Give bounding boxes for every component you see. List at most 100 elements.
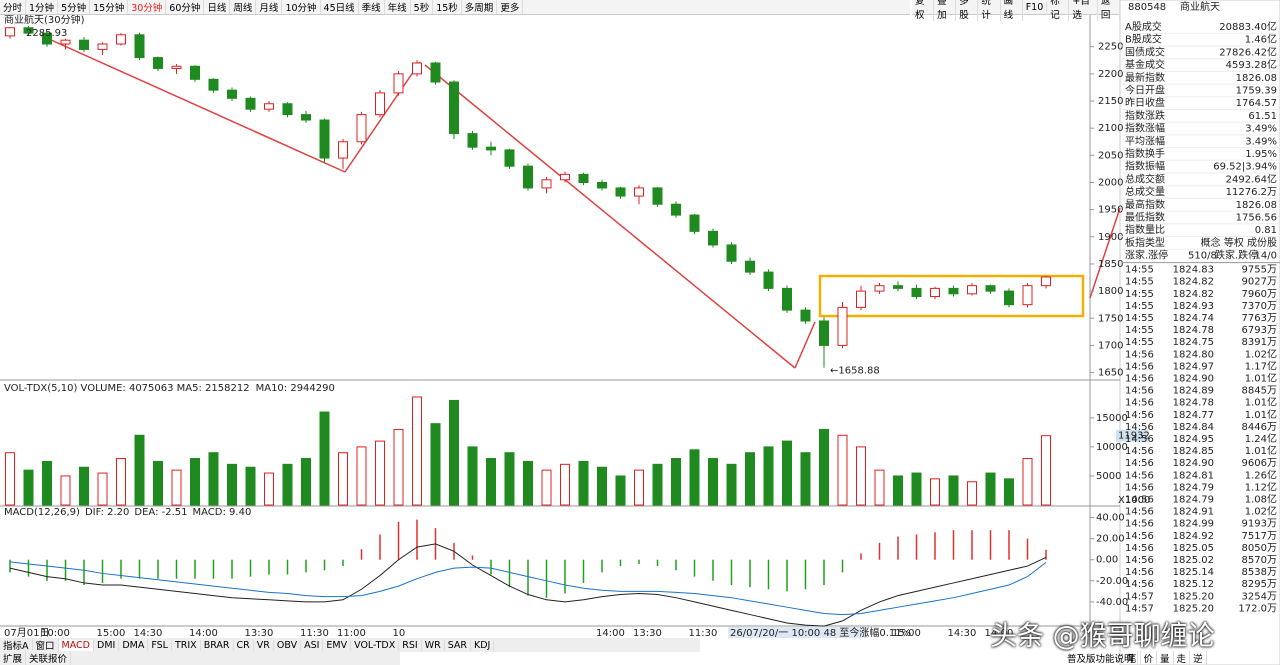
x-tick-label: 13:30: [245, 628, 274, 639]
indicator-tab[interactable]: MACD: [58, 639, 94, 651]
tool-button[interactable]: 叠加: [934, 0, 957, 21]
side-tab[interactable]: 走: [1174, 651, 1191, 665]
tick-price: 1825.20: [1173, 603, 1214, 614]
tool-button[interactable]: 返回: [1098, 0, 1121, 21]
tool-button[interactable]: 复权: [912, 0, 935, 21]
indicator-tab[interactable]: TRIX: [172, 639, 201, 651]
candle-body: [116, 34, 126, 45]
tool-button[interactable]: 标记: [1047, 0, 1070, 21]
period-tab[interactable]: 年线: [385, 0, 411, 14]
period-tab[interactable]: 15秒: [433, 0, 462, 14]
indicator-tab[interactable]: EMV: [323, 639, 352, 651]
period-tab[interactable]: 5分钟: [58, 0, 91, 14]
indicator-tab[interactable]: KDJ: [471, 639, 495, 651]
y-tick-label: 1700: [1098, 340, 1123, 351]
indicator-tab[interactable]: DMI: [94, 639, 120, 651]
tool-button[interactable]: 画线: [1001, 0, 1023, 21]
period-tab[interactable]: 10分钟: [282, 0, 321, 14]
candle-body: [837, 306, 848, 346]
side-tab[interactable]: 价: [1141, 651, 1158, 665]
period-tab[interactable]: 日线: [204, 0, 231, 14]
x-tick-label: 15:00: [97, 628, 126, 639]
stat-value: 20883.40亿: [1219, 20, 1277, 33]
period-tab[interactable]: 5秒: [411, 0, 434, 14]
indicator-tab[interactable]: WR: [422, 639, 445, 651]
unit-label: X1000: [1118, 495, 1150, 506]
indicator-tab[interactable]: RSI: [399, 639, 422, 651]
tick-price: 1825.12: [1173, 579, 1214, 590]
indicator-tab[interactable]: VR: [254, 639, 274, 651]
extra-tab[interactable]: 扩展: [0, 651, 27, 665]
tick-amount: 1.12亿: [1245, 480, 1277, 493]
tool-button[interactable]: 多股: [956, 0, 979, 21]
candle-body: [541, 179, 552, 189]
indicator-tab[interactable]: SAR: [445, 639, 471, 651]
volume-bar: [412, 396, 422, 506]
highlight-box: [818, 274, 1085, 318]
period-tab[interactable]: 多周期: [462, 0, 498, 14]
tick-amount: 8570万: [1242, 555, 1277, 566]
indicator-tab[interactable]: ASI: [301, 639, 324, 651]
tick-amount: 3254万: [1242, 591, 1277, 602]
volume-bar: [486, 458, 496, 506]
y-tick-label: 2050: [1098, 150, 1123, 161]
volume-bar: [726, 463, 737, 506]
period-tab[interactable]: 分时: [0, 0, 27, 14]
side-tabs: 笔价量走逆: [1124, 651, 1207, 665]
tool-button[interactable]: 统计: [978, 0, 1001, 21]
candle-body: [634, 187, 644, 197]
period-tab[interactable]: 周线: [230, 0, 257, 14]
tick-time: 14:56: [1125, 434, 1154, 445]
help: 普及版功能说明: [1064, 651, 1138, 665]
period-tab[interactable]: 45日线: [321, 0, 359, 14]
tick-amount: 7763万: [1242, 313, 1277, 324]
indicator-tab[interactable]: FSL: [148, 639, 172, 651]
stat-value: 1756.56: [1236, 213, 1277, 224]
candle-body: [930, 287, 940, 298]
candle-body: [578, 173, 589, 183]
period-tab[interactable]: 月线: [256, 0, 283, 14]
volume-bar: [893, 475, 903, 506]
volume-bar: [782, 440, 792, 506]
help-link[interactable]: 普及版功能说明: [1064, 651, 1138, 665]
side-tab[interactable]: 笔: [1124, 651, 1141, 665]
volume-bar: [615, 475, 626, 506]
period-tab[interactable]: 15分钟: [90, 0, 129, 14]
indicator-tab[interactable]: BRAR: [201, 639, 234, 651]
extra-tab[interactable]: 关联报价: [26, 651, 72, 665]
volume-bar: [190, 458, 200, 506]
y-tick-label: 1900: [1098, 232, 1123, 243]
indicator-tab[interactable]: 指标A: [0, 638, 33, 652]
stat-value: 1.46亿: [1245, 33, 1277, 46]
x-tick-label: 14:00: [596, 628, 625, 639]
indicator-tab[interactable]: CR: [234, 639, 254, 651]
period-tab[interactable]: 1分钟: [26, 0, 59, 14]
period-tab[interactable]: 更多: [497, 0, 524, 14]
tick-time: 14:56: [1125, 543, 1154, 554]
period-tab[interactable]: 季线: [359, 0, 385, 14]
volume-bar: [1022, 458, 1033, 506]
candle-body: [819, 320, 829, 346]
x-tick-label: 15:00: [892, 628, 921, 639]
period-tab[interactable]: 30分钟: [128, 0, 167, 14]
indicator-tab[interactable]: DMA: [119, 639, 149, 651]
side-tab[interactable]: 逆: [1190, 651, 1207, 665]
indicator-tab[interactable]: VOL-TDX: [351, 639, 400, 651]
tick-time: 14:56: [1125, 349, 1154, 360]
tool-button[interactable]: F10: [1023, 1, 1048, 13]
macd-line: [9, 543, 1047, 627]
side-tab[interactable]: 量: [1157, 651, 1174, 665]
volume-bar: [23, 469, 34, 506]
period-tab[interactable]: 60分钟: [166, 0, 205, 14]
indicator-tab[interactable]: 窗口: [33, 638, 59, 652]
x-tick-label: 10: [393, 628, 406, 639]
candle-body: [264, 103, 274, 110]
tool-button[interactable]: +自选: [1069, 0, 1098, 21]
stat-label: 总成交额: [1125, 172, 1165, 185]
volume-bar: [578, 460, 589, 506]
candle-body: [393, 73, 404, 94]
indicator-tab[interactable]: OBV: [274, 639, 302, 651]
stat-value: 1764.57: [1236, 98, 1277, 109]
tick-amount: 1.01亿: [1245, 408, 1277, 421]
extra-tabs: 扩展 关联报价: [0, 651, 400, 665]
